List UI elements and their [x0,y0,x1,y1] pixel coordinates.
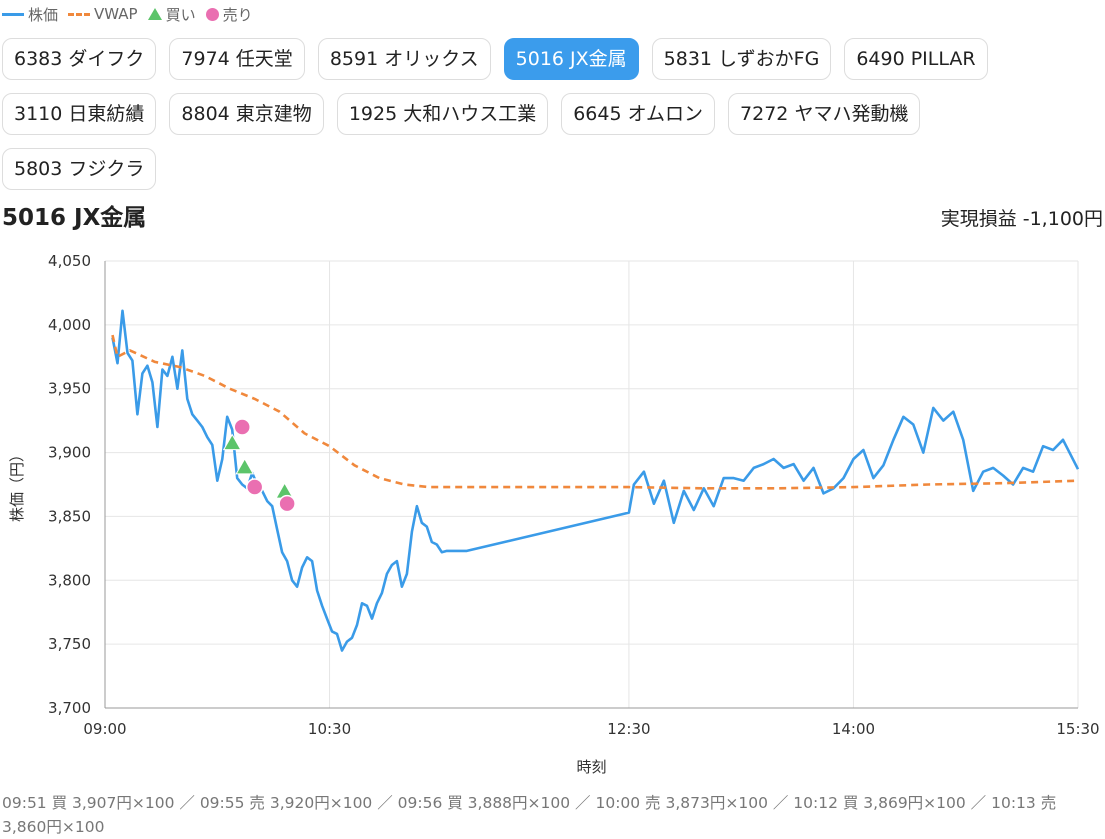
legend-sell[interactable]: 売り [205,4,253,25]
stock-tabs: 6383 ダイフク 7974 任天堂 8591 オリックス 5016 JX金属 5831… [2,38,1082,190]
y-tick-label: 3,950 [48,380,91,398]
sell-marker[interactable] [233,418,251,436]
y-tick-label: 3,750 [48,635,91,653]
sell-marker[interactable] [278,494,296,513]
legend-vwap[interactable]: VWAP [68,5,138,23]
dashed-line-swatch-icon [68,12,91,16]
x-tick-label: 15:30 [1056,720,1099,738]
sell-marker[interactable] [245,478,264,496]
buy-marker[interactable] [222,433,242,451]
y-tick-label: 4,050 [48,252,91,270]
vwap-series-line [111,334,1079,490]
legend-price[interactable]: 株価 [2,4,58,25]
stock-tab[interactable]: 7272 ヤマハ発動機 [728,93,921,135]
stock-tab[interactable]: 6383 ダイフク [2,38,157,80]
stock-tab[interactable]: 7974 任天堂 [169,38,305,80]
trade-log: 09:51 買 3,907円×100 ／ 09:55 売 3,920円×100 … [2,794,1057,836]
stock-tab[interactable]: 8591 オリックス [317,38,491,80]
x-axis-label: 時刻 [576,758,606,776]
y-tick-label: 3,900 [48,444,91,462]
realized-pnl: 実現損益 -1,100円 [940,208,1103,230]
x-tick-label: 10:30 [308,720,351,738]
y-tick-label: 3,800 [48,571,91,589]
price-series-line [111,309,1080,652]
circle-icon [205,7,219,21]
stock-tab[interactable]: 8804 東京建物 [169,93,324,135]
stock-tab[interactable]: 5831 しずおかFG [651,38,832,80]
stock-tab[interactable]: 5803 フジクラ [2,148,157,190]
y-tick-label: 3,850 [48,507,91,525]
chart-legend: 株価 VWAP 買い 売り [2,2,253,26]
legend-price-label: 株価 [28,5,59,24]
stock-tab[interactable]: 6645 オムロン [561,93,716,135]
chart-title: 5016 JX金属 [2,205,147,231]
legend-sell-label: 売り [222,5,253,24]
buy-marker[interactable] [235,457,255,475]
x-tick-label: 09:00 [83,720,126,738]
y-tick-label: 3,700 [48,699,91,717]
y-axis-label: 株価（円） [8,447,26,522]
x-tick-label: 14:00 [832,720,875,738]
legend-vwap-label: VWAP [94,5,138,23]
line-swatch-icon [2,12,24,16]
legend-buy-label: 買い [165,5,196,24]
legend-buy[interactable]: 買い [147,4,196,25]
stock-tab[interactable]: 6490 PILLAR [844,38,988,80]
triangle-icon [147,8,162,20]
stock-tab[interactable]: 3110 日東紡績 [2,93,157,135]
x-tick-label: 12:30 [607,720,650,738]
y-tick-label: 4,000 [48,316,91,334]
stock-tab[interactable]: 1925 大和ハウス工業 [336,93,549,135]
price-chart: 3,700 3,750 3,800 3,850 3,900 3,950 4,000 4,050… [8,252,1100,776]
stock-tab[interactable]: 5016 JX金属 [503,38,639,80]
